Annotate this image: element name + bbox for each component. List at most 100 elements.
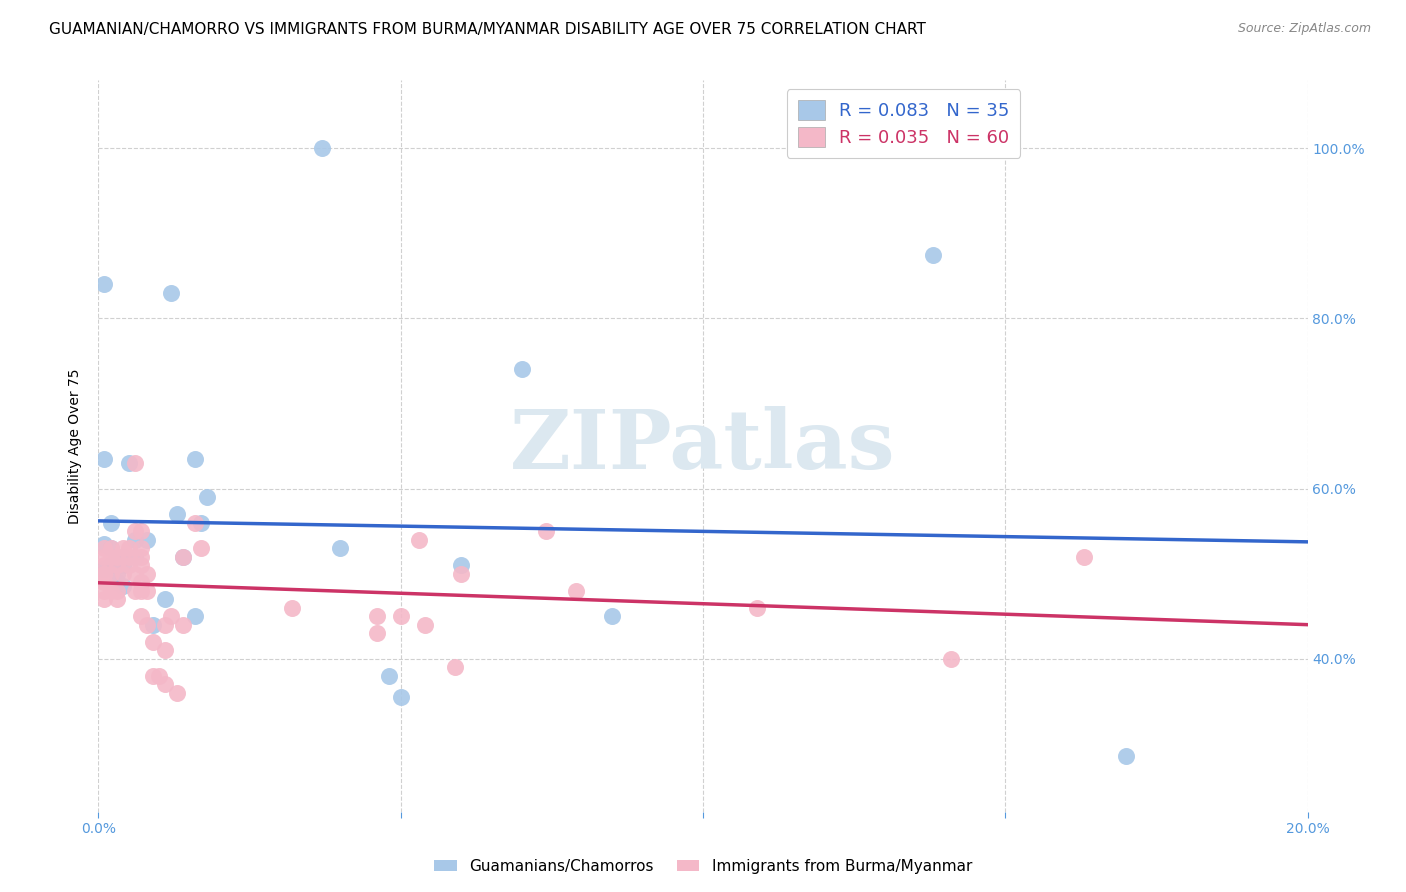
Point <box>93 566 115 581</box>
Point <box>100 558 122 572</box>
Point <box>129 524 152 538</box>
Point <box>413 617 436 632</box>
Point <box>124 583 146 598</box>
Point <box>111 566 134 581</box>
Point <box>450 566 472 581</box>
Point <box>747 600 769 615</box>
Text: ZIPatlas: ZIPatlas <box>510 406 896 486</box>
Point <box>100 566 122 581</box>
Point <box>389 690 412 704</box>
Point <box>124 566 146 581</box>
Y-axis label: Disability Age Over 75: Disability Age Over 75 <box>69 368 83 524</box>
Point <box>105 575 128 590</box>
Point <box>124 533 146 547</box>
Point <box>129 549 152 564</box>
Point <box>93 549 115 564</box>
Point <box>118 456 141 470</box>
Point <box>142 617 165 632</box>
Text: Source: ZipAtlas.com: Source: ZipAtlas.com <box>1237 22 1371 36</box>
Point <box>124 524 146 538</box>
Point <box>939 651 962 665</box>
Point <box>172 549 194 564</box>
Point <box>93 541 115 555</box>
Point <box>142 634 165 648</box>
Point <box>184 516 207 530</box>
Point <box>444 660 467 674</box>
Legend: R = 0.083   N = 35, R = 0.035   N = 60: R = 0.083 N = 35, R = 0.035 N = 60 <box>787 89 1021 158</box>
Point <box>111 541 134 555</box>
Point <box>124 456 146 470</box>
Point <box>160 285 183 300</box>
Point <box>111 549 134 564</box>
Point <box>100 516 122 530</box>
Point <box>921 247 943 261</box>
Point <box>93 537 115 551</box>
Point <box>389 609 412 624</box>
Point <box>366 609 388 624</box>
Point <box>1115 749 1137 764</box>
Point <box>100 549 122 564</box>
Point <box>100 541 122 555</box>
Point <box>565 583 588 598</box>
Point <box>153 617 176 632</box>
Point <box>93 566 115 581</box>
Point <box>118 541 141 555</box>
Point <box>105 549 128 564</box>
Point <box>118 558 141 572</box>
Point <box>105 558 128 572</box>
Point <box>111 579 134 593</box>
Point <box>93 558 115 572</box>
Point <box>311 141 333 155</box>
Point <box>184 451 207 466</box>
Point <box>329 541 352 555</box>
Point <box>100 583 122 598</box>
Point <box>172 549 194 564</box>
Point <box>172 617 194 632</box>
Point <box>408 533 430 547</box>
Point <box>377 668 399 682</box>
Point <box>93 451 115 466</box>
Point <box>153 592 176 607</box>
Point <box>93 562 115 576</box>
Point <box>105 592 128 607</box>
Point <box>135 566 157 581</box>
Point <box>281 600 304 615</box>
Point <box>135 583 157 598</box>
Point <box>148 668 170 682</box>
Point <box>93 575 115 590</box>
Point <box>129 575 152 590</box>
Point <box>105 549 128 564</box>
Point <box>135 617 157 632</box>
Point <box>111 558 134 572</box>
Point <box>366 626 388 640</box>
Point <box>129 583 152 598</box>
Point <box>153 677 176 691</box>
Point <box>129 609 152 624</box>
Legend: Guamanians/Chamorros, Immigrants from Burma/Myanmar: Guamanians/Chamorros, Immigrants from Bu… <box>427 853 979 880</box>
Point <box>135 533 157 547</box>
Point <box>602 609 624 624</box>
Point <box>450 558 472 572</box>
Point <box>184 609 207 624</box>
Point <box>100 541 122 555</box>
Point <box>93 583 115 598</box>
Point <box>510 362 533 376</box>
Point <box>160 609 183 624</box>
Point <box>166 686 188 700</box>
Point <box>166 507 188 521</box>
Point <box>129 541 152 555</box>
Point <box>124 549 146 564</box>
Text: GUAMANIAN/CHAMORRO VS IMMIGRANTS FROM BURMA/MYANMAR DISABILITY AGE OVER 75 CORRE: GUAMANIAN/CHAMORRO VS IMMIGRANTS FROM BU… <box>49 22 927 37</box>
Point <box>534 524 557 538</box>
Point <box>105 583 128 598</box>
Point <box>1073 549 1095 564</box>
Point <box>93 592 115 607</box>
Point <box>142 668 165 682</box>
Point <box>118 549 141 564</box>
Point <box>129 558 152 572</box>
Point <box>105 566 128 581</box>
Point <box>195 490 218 504</box>
Point <box>93 277 115 292</box>
Point <box>153 643 176 657</box>
Point <box>190 516 212 530</box>
